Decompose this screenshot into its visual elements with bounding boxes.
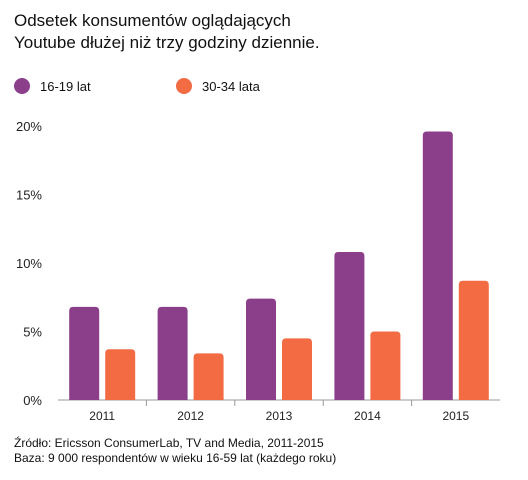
x-tick-label: 2012 bbox=[177, 409, 204, 423]
x-tick-label: 2013 bbox=[266, 409, 293, 423]
chart-title-line-1: Odsetek konsumentów oglądających bbox=[14, 11, 291, 30]
y-tick-label: 0% bbox=[23, 393, 42, 408]
source-note: Źródło: Ericsson ConsumerLab, TV and Med… bbox=[14, 436, 324, 450]
chart-title-line-2: Youtube dłużej niż trzy godziny dziennie… bbox=[14, 33, 320, 52]
x-tick-label: 2015 bbox=[442, 409, 469, 423]
bar-series-2 bbox=[370, 331, 401, 400]
legend-label-series-2: 30-34 lata bbox=[202, 78, 260, 94]
y-tick-label: 5% bbox=[23, 325, 42, 340]
chart-footer: Źródło: Ericsson ConsumerLab, TV and Med… bbox=[14, 436, 336, 466]
x-tick-label: 2014 bbox=[354, 409, 381, 423]
bar-series-2 bbox=[105, 349, 136, 400]
bar-series-1 bbox=[334, 252, 365, 400]
bar-series-2 bbox=[193, 353, 224, 400]
bar-series-1 bbox=[246, 298, 276, 400]
bar-series-1 bbox=[69, 306, 100, 400]
legend-item-series-1: 16-19 lat bbox=[14, 78, 91, 94]
legend-swatch-series-1 bbox=[14, 78, 30, 94]
x-tick-label: 2011 bbox=[89, 409, 115, 423]
bar-series-1 bbox=[422, 131, 453, 401]
base-note: Baza: 9 000 respondentów w wieku 16-59 l… bbox=[14, 451, 337, 465]
legend-item-series-2: 30-34 lata bbox=[176, 78, 260, 94]
legend-label-series-1: 16-19 lat bbox=[40, 78, 91, 94]
bar-series-1 bbox=[157, 306, 188, 400]
y-tick-label: 15% bbox=[16, 188, 42, 203]
legend-swatch-series-2 bbox=[176, 78, 192, 94]
bar-series-2 bbox=[458, 280, 489, 400]
y-tick-label: 10% bbox=[16, 256, 42, 271]
bar-series-2 bbox=[282, 338, 312, 400]
chart-legend: 16-19 lat 30-34 lata bbox=[14, 78, 514, 96]
y-tick-label: 20% bbox=[16, 119, 42, 134]
chart-title: Odsetek konsumentów oglądających Youtube… bbox=[14, 10, 320, 54]
